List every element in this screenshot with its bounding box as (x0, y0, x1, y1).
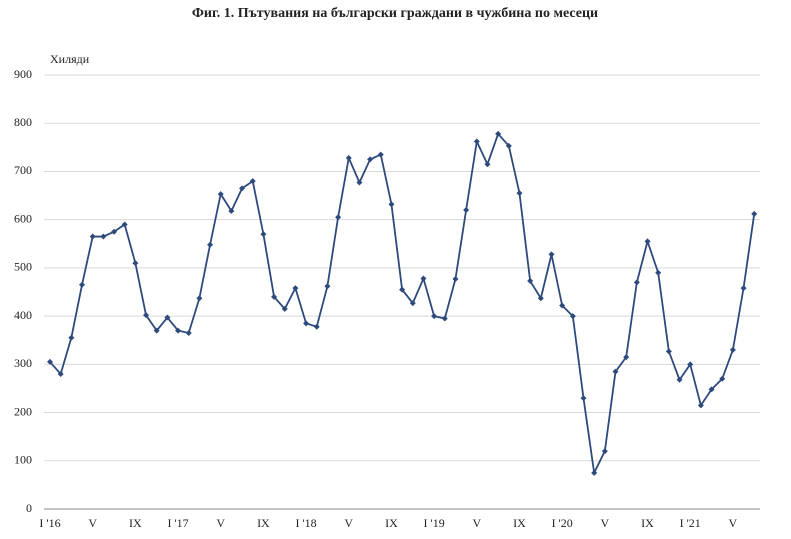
x-tick-label: I '18 (295, 516, 316, 530)
marker (623, 354, 630, 361)
marker (409, 300, 416, 307)
marker (153, 327, 160, 334)
marker (377, 151, 384, 158)
marker (559, 302, 566, 309)
y-tick-label: 500 (14, 260, 32, 274)
marker (548, 251, 555, 258)
marker (665, 348, 672, 355)
marker (196, 295, 203, 302)
x-tick-label: IX (129, 516, 142, 530)
marker (281, 305, 288, 312)
line (49, 132, 756, 476)
marker (431, 313, 438, 320)
y-tick-label: 900 (14, 67, 32, 81)
x-tick-label: I '21 (680, 516, 701, 530)
marker (292, 285, 299, 292)
marker (633, 279, 640, 286)
y-tick-label: 300 (14, 356, 32, 370)
y-axis-label: Хиляди (50, 52, 90, 66)
x-tick-label: V (88, 516, 97, 530)
marker (644, 238, 651, 245)
marker (367, 156, 374, 163)
marker (175, 327, 182, 334)
marker (185, 329, 192, 336)
marker (345, 154, 352, 161)
marker (313, 323, 320, 330)
marker (708, 386, 715, 393)
marker (143, 312, 150, 319)
y-tick-label: 200 (14, 404, 32, 418)
marker (537, 295, 544, 302)
marker (79, 281, 86, 288)
marker (697, 402, 704, 409)
marker (751, 210, 758, 217)
marker (516, 190, 523, 197)
marker (591, 469, 598, 476)
marker (655, 269, 662, 276)
x-tick-label: IX (257, 516, 270, 530)
marker (729, 346, 736, 353)
marker (335, 214, 342, 221)
marker (111, 228, 118, 235)
marker (249, 178, 256, 185)
marker (463, 207, 470, 214)
y-tick-label: 700 (14, 163, 32, 177)
marker (740, 285, 747, 292)
marker (207, 241, 214, 248)
marker (601, 448, 608, 455)
marker (132, 260, 139, 267)
y-tick-label: 100 (14, 453, 32, 467)
marker (271, 293, 278, 300)
x-tick-label: V (216, 516, 225, 530)
marker (121, 221, 128, 228)
marker (303, 320, 310, 327)
x-tick-label: V (472, 516, 481, 530)
marker (217, 191, 224, 198)
marker (239, 185, 246, 192)
marker (47, 358, 53, 365)
marker (420, 275, 427, 282)
marker (441, 315, 448, 322)
marker (324, 283, 331, 290)
x-tick-label: IX (385, 516, 398, 530)
marker (580, 395, 587, 402)
x-tick-label: I '19 (424, 516, 445, 530)
marker (57, 370, 64, 377)
x-tick-label: V (601, 516, 610, 530)
marker (399, 286, 406, 293)
marker (719, 375, 726, 382)
x-tick-label: I '16 (39, 516, 60, 530)
marker (473, 138, 480, 145)
x-tick-label: IX (513, 516, 526, 530)
marker (676, 376, 683, 383)
marker (228, 207, 235, 214)
marker (452, 275, 459, 282)
x-tick-label: I '17 (167, 516, 188, 530)
marker (527, 277, 534, 284)
marker (356, 179, 363, 186)
x-tick-label: V (729, 516, 738, 530)
marker (505, 142, 512, 149)
x-tick-label: I '20 (552, 516, 573, 530)
marker (484, 161, 491, 168)
marker (569, 313, 576, 320)
marker (164, 314, 171, 321)
marker (687, 361, 694, 368)
marker (89, 233, 96, 240)
y-tick-label: 800 (14, 115, 32, 129)
marker (68, 334, 75, 341)
marker (388, 201, 395, 208)
chart-title: Фиг. 1. Пътувания на български граждани … (192, 6, 598, 21)
marker (612, 368, 619, 375)
marker (495, 130, 502, 137)
x-tick-label: V (344, 516, 353, 530)
x-tick-label: IX (641, 516, 654, 530)
y-tick-label: 400 (14, 308, 32, 322)
y-tick-label: 0 (26, 501, 32, 515)
marker (100, 233, 107, 240)
y-tick-label: 600 (14, 211, 32, 225)
marker (260, 231, 267, 238)
